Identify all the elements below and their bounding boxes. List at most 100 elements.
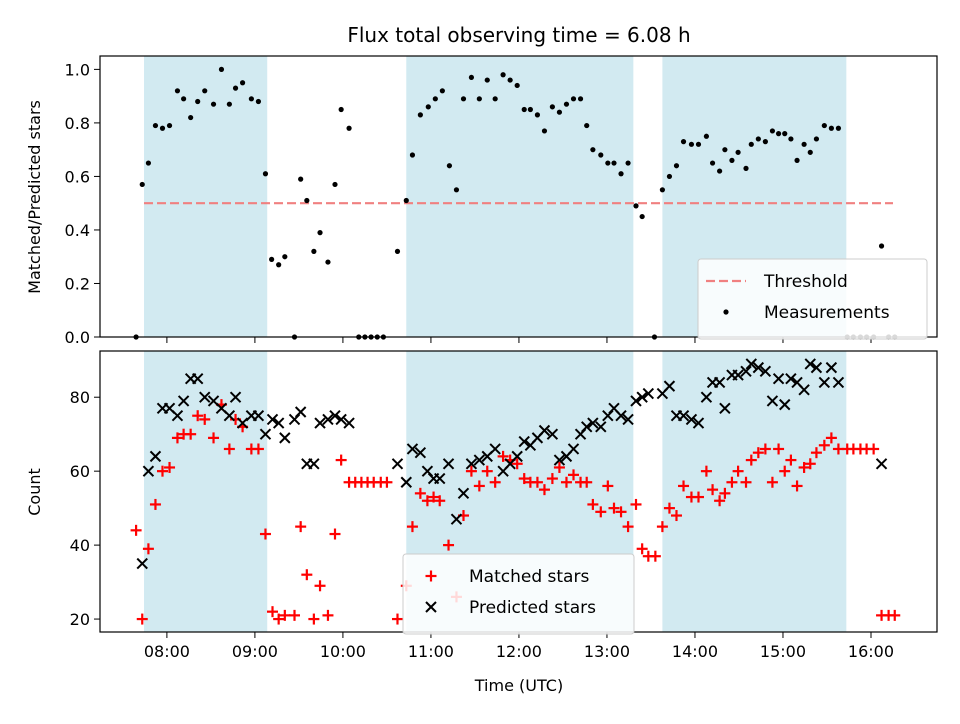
count-panel-point (546, 473, 558, 485)
ratio-panel-point (325, 259, 331, 265)
ratio-panel-point (534, 112, 541, 118)
ratio-panel-point (666, 173, 673, 180)
ratio-panel-point (210, 101, 217, 107)
count-panel-point (740, 476, 752, 488)
count-panel-point (171, 409, 184, 422)
count-panel-point (670, 510, 682, 522)
ratio-panel-point (195, 98, 201, 105)
count-panel-point (875, 458, 888, 470)
ratio-panel-point (659, 187, 666, 193)
x-axis-label: Time (UTC) (474, 676, 563, 695)
count-panel-point (745, 454, 757, 466)
ratio-panel-point (409, 152, 416, 158)
count-panel-observing-window-2 (662, 351, 847, 632)
ratio-panel-point (521, 106, 527, 113)
chart-title: Flux total observing time = 6.08 h (347, 23, 690, 47)
count-panel-legend: Matched stars Predicted stars (402, 553, 635, 635)
count-panel-point (406, 521, 418, 533)
ratio-panel-point (598, 152, 604, 158)
ratio-panel-point (276, 262, 282, 268)
ratio-panel-y-tick-label: 0.2 (65, 274, 90, 293)
count-panel-point (560, 476, 572, 488)
count-panel-point (381, 476, 393, 488)
ratio-panel-point (317, 230, 323, 236)
count-panel-point (568, 469, 580, 481)
ratio-panel-point (762, 139, 768, 145)
count-panel-point (773, 443, 785, 455)
ratio-panel-point (527, 106, 533, 113)
count-panel-point (810, 361, 823, 374)
count-panel-point (489, 476, 501, 488)
count-panel-point (191, 373, 204, 385)
count-panel-point (279, 432, 291, 444)
ratio-panel-point (807, 149, 813, 155)
ratio-panel-legend: Threshold Measurements (697, 258, 928, 340)
count-panel-point (335, 413, 347, 426)
ratio-panel-point (262, 171, 269, 177)
count-panel-point (538, 484, 550, 496)
count-panel-point (798, 461, 810, 473)
ratio-panel-point (417, 112, 423, 118)
count-panel-point (752, 447, 764, 459)
count-panel-point (518, 473, 530, 485)
count-panel-point (818, 376, 831, 389)
ratio-panel-y-tick-label: 0.4 (65, 221, 90, 240)
count-panel-point (567, 443, 580, 455)
count-panel-point (553, 461, 565, 473)
count-panel-point (199, 413, 211, 425)
ratio-panel-point (460, 96, 467, 102)
count-panel-point (713, 376, 726, 389)
ratio-panel: 0.0 0.2 0.4 0.6 0.8 1.0 Matched/Predicted sta… (25, 55, 938, 347)
count-panel-point (752, 361, 765, 374)
count-panel-point (497, 450, 509, 462)
count-panel-point (531, 476, 543, 488)
count-panel-point (692, 417, 705, 429)
legend-label: Measurements (764, 303, 890, 323)
ratio-panel-legend-box (697, 258, 928, 340)
ratio-panel-point (311, 248, 317, 254)
x-tick-label: 13:00 (584, 642, 630, 661)
ratio-panel-point (625, 160, 631, 166)
count-panel-point (136, 557, 148, 570)
count-panel-point (692, 491, 704, 503)
count-panel-point (391, 458, 404, 470)
ratio-panel-point (181, 96, 187, 102)
ratio-panel-y-axis-label: Matched/Predicted stars (25, 100, 44, 294)
count-panel-point (192, 410, 204, 422)
count-panel-point (279, 609, 291, 621)
count-panel-point (414, 446, 427, 459)
ratio-panel-point (425, 104, 431, 110)
count-panel-point (289, 609, 301, 621)
count-panel-point (649, 550, 661, 562)
count-panel-point (608, 502, 620, 514)
count-panel-point (759, 443, 771, 455)
ratio-panel-point (828, 125, 834, 131)
count-panel-point (772, 373, 785, 385)
count-panel-point (518, 435, 530, 448)
count-panel-point (259, 428, 272, 440)
count-panel-point (538, 424, 551, 437)
count-panel-point (294, 406, 307, 418)
legend-swatch (425, 601, 437, 613)
ratio-panel-point (549, 104, 555, 110)
count-panel-point (229, 391, 242, 403)
x-tick-label: 12:00 (496, 642, 542, 661)
ratio-panel-point (269, 256, 275, 262)
count-panel-point (663, 380, 676, 392)
count-panel-point (130, 524, 142, 536)
count-panel-point (615, 506, 627, 518)
count-panel-point (434, 472, 446, 485)
ratio-panel-point (729, 157, 735, 163)
count-panel-point (314, 417, 326, 429)
count-panel-point (804, 458, 816, 470)
ratio-panel-point (821, 122, 827, 129)
count-panel-point (481, 465, 493, 477)
count-panel-point (636, 391, 648, 403)
count-panel-point (745, 358, 758, 370)
count-panel-point (400, 476, 412, 488)
x-tick-label: 15:00 (760, 642, 806, 661)
count-panel-y-tick-label: 40 (70, 536, 90, 555)
count-panel-point (489, 443, 501, 455)
ratio-panel-point (492, 96, 498, 102)
ratio-panel-point (232, 85, 239, 91)
